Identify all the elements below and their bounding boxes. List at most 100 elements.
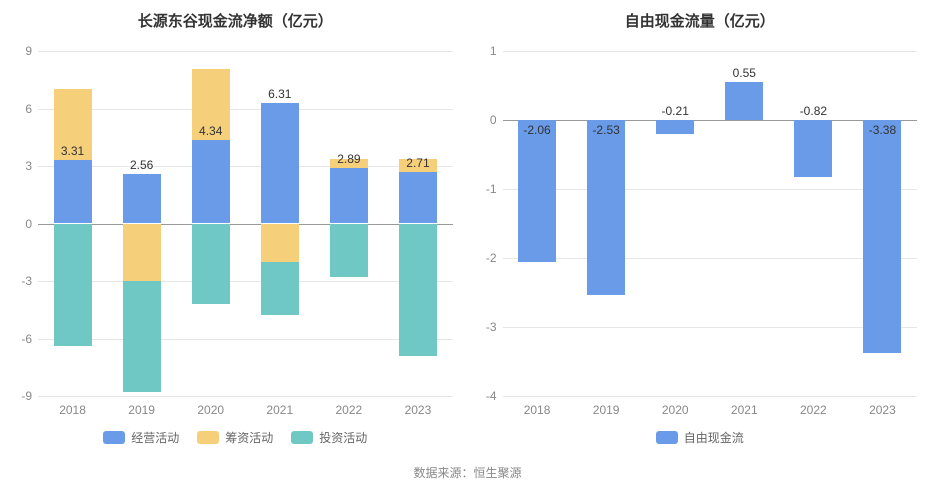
value-label: -0.82	[794, 104, 832, 118]
bar-group	[54, 51, 92, 396]
bar-group	[587, 51, 625, 396]
gridline	[38, 109, 453, 110]
bar-group	[192, 51, 230, 396]
left-x-axis: 201820192020202120222023	[38, 399, 453, 421]
bar-segment	[261, 224, 299, 262]
bar-segment	[123, 224, 161, 282]
bar-segment	[261, 103, 299, 224]
y-tick-label: -1	[486, 182, 497, 196]
legend-label: 自由现金流	[684, 429, 744, 446]
legend-label: 经营活动	[131, 429, 179, 446]
gridline	[503, 396, 918, 397]
gridline	[503, 327, 918, 328]
legend-swatch	[656, 431, 678, 444]
bar-segment	[794, 120, 832, 177]
bar-segment	[399, 224, 437, 356]
bar-group	[725, 51, 763, 396]
bar-group	[261, 51, 299, 396]
value-label: 0.55	[725, 66, 763, 80]
bar-segment	[123, 174, 161, 223]
y-tick-label: 0	[25, 217, 32, 231]
data-source: 数据来源：恒生聚源	[0, 450, 935, 481]
bar-segment	[192, 140, 230, 223]
value-label: -3.38	[863, 123, 901, 137]
gridline	[38, 339, 453, 340]
x-tick-label: 2021	[245, 399, 314, 421]
gridline	[503, 120, 918, 121]
bar-segment	[330, 168, 368, 223]
legend-item: 投资活动	[291, 429, 367, 446]
x-tick-label: 2022	[779, 399, 848, 421]
bar-segment	[863, 120, 901, 353]
x-tick-label: 2018	[38, 399, 107, 421]
left-chart-area: -9-6-30369 3.312.564.346.312.892.71 2018…	[8, 51, 463, 421]
gridline	[38, 396, 453, 397]
x-tick-label: 2020	[176, 399, 245, 421]
y-tick-label: 9	[25, 44, 32, 58]
left-chart-title: 长源东谷现金流净额（亿元）	[8, 10, 463, 51]
bar-group	[863, 51, 901, 396]
bar-segment	[192, 224, 230, 305]
free-cashflow-panel: 自由现金流量（亿元） -4-3-2-101 -2.06-2.53-0.210.5…	[473, 10, 928, 450]
bar-group	[399, 51, 437, 396]
y-tick-label: -6	[21, 332, 32, 346]
y-tick-label: -4	[486, 389, 497, 403]
legend-swatch	[197, 431, 219, 444]
bar-segment	[54, 224, 92, 347]
value-label: 4.34	[192, 124, 230, 138]
value-label: 2.71	[399, 156, 437, 170]
bar-segment	[399, 172, 437, 224]
x-tick-label: 2021	[710, 399, 779, 421]
bar-segment	[330, 224, 368, 278]
bar-group	[330, 51, 368, 396]
x-tick-label: 2019	[107, 399, 176, 421]
right-y-axis: -4-3-2-101	[473, 51, 501, 396]
y-tick-label: 1	[490, 44, 497, 58]
value-label: -2.53	[587, 123, 625, 137]
x-tick-label: 2020	[641, 399, 710, 421]
bar-group	[518, 51, 556, 396]
value-label: 2.56	[123, 158, 161, 172]
value-label: 2.89	[330, 152, 368, 166]
right-chart-title: 自由现金流量（亿元）	[473, 10, 928, 51]
y-tick-label: -3	[21, 274, 32, 288]
right-chart-area: -4-3-2-101 -2.06-2.53-0.210.55-0.82-3.38…	[473, 51, 928, 421]
y-tick-label: 3	[25, 159, 32, 173]
gridline	[503, 189, 918, 190]
gridline	[38, 51, 453, 52]
x-tick-label: 2023	[383, 399, 452, 421]
bar-group	[794, 51, 832, 396]
gridline	[503, 51, 918, 52]
value-label: 6.31	[261, 87, 299, 101]
x-tick-label: 2022	[314, 399, 383, 421]
x-tick-label: 2019	[572, 399, 641, 421]
legend-item: 自由现金流	[656, 429, 744, 446]
y-tick-label: 6	[25, 102, 32, 116]
left-y-axis: -9-6-30369	[8, 51, 36, 396]
gridline	[38, 224, 453, 225]
legend-swatch	[291, 431, 313, 444]
legend-label: 筹资活动	[225, 429, 273, 446]
gridline	[38, 166, 453, 167]
right-legend: 自由现金流	[473, 421, 928, 450]
gridline	[38, 281, 453, 282]
bar-segment	[656, 120, 694, 134]
bar-segment	[518, 120, 556, 262]
charts-container: 长源东谷现金流净额（亿元） -9-6-30369 3.312.564.346.3…	[0, 0, 935, 450]
y-tick-label: 0	[490, 113, 497, 127]
bar-segment	[587, 120, 625, 295]
cashflow-net-panel: 长源东谷现金流净额（亿元） -9-6-30369 3.312.564.346.3…	[8, 10, 463, 450]
bar-segment	[54, 160, 92, 223]
y-tick-label: -3	[486, 320, 497, 334]
legend-item: 经营活动	[103, 429, 179, 446]
value-label: -0.21	[656, 104, 694, 118]
value-label: 3.31	[54, 144, 92, 158]
bar-group	[656, 51, 694, 396]
right-x-axis: 201820192020202120222023	[503, 399, 918, 421]
legend-label: 投资活动	[319, 429, 367, 446]
x-tick-label: 2023	[848, 399, 917, 421]
bar-segment	[123, 281, 161, 392]
left-plot: 3.31 2.56 4.34 6.31 2.89 2.71	[38, 51, 453, 396]
x-tick-label: 2018	[503, 399, 572, 421]
legend-item: 筹资活动	[197, 429, 273, 446]
